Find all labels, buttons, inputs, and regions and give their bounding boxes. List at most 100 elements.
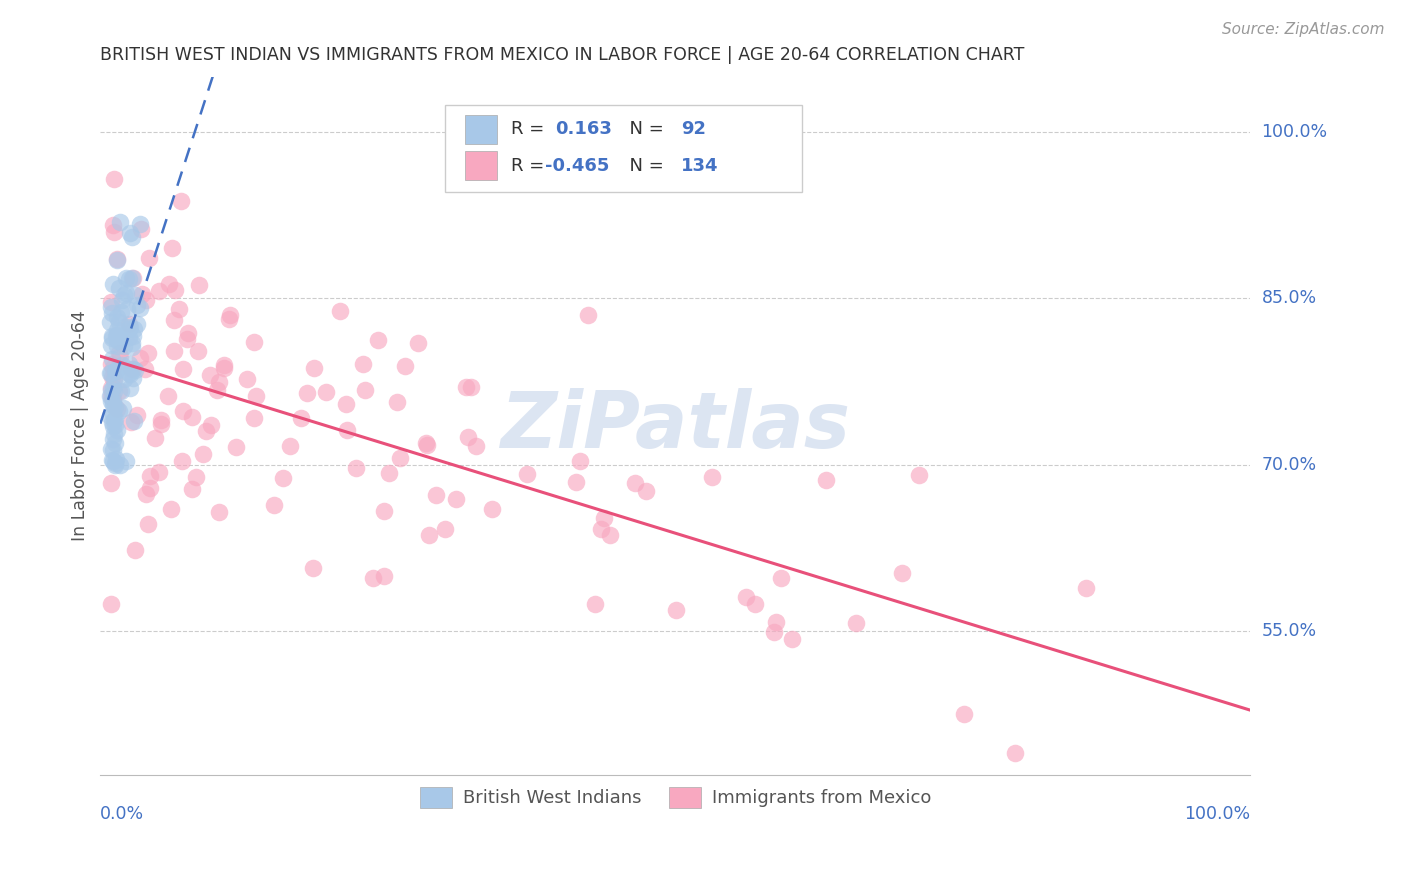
Point xyxy=(101,415,124,429)
Point xyxy=(118,357,141,371)
Point xyxy=(845,615,868,630)
Point xyxy=(160,240,183,254)
Point xyxy=(129,217,152,231)
Point xyxy=(118,381,141,395)
Point xyxy=(122,321,145,335)
Point xyxy=(176,326,198,340)
Point xyxy=(100,357,122,371)
Text: N =: N = xyxy=(617,156,669,175)
Point xyxy=(120,320,142,334)
Point xyxy=(120,362,142,376)
Point xyxy=(245,389,267,403)
Point xyxy=(100,337,122,351)
Point xyxy=(139,469,162,483)
Point xyxy=(516,467,538,481)
Point xyxy=(124,542,146,557)
Point xyxy=(114,454,136,468)
Point xyxy=(103,373,125,387)
Point xyxy=(118,366,141,380)
FancyBboxPatch shape xyxy=(465,151,498,180)
Point xyxy=(105,252,128,267)
Point xyxy=(208,505,231,519)
Point xyxy=(125,409,148,423)
Point xyxy=(135,487,157,501)
Point xyxy=(105,423,128,437)
Point xyxy=(105,452,128,467)
Point xyxy=(103,454,125,468)
Point xyxy=(118,226,141,240)
Point xyxy=(103,427,125,442)
Point xyxy=(135,293,157,307)
Point xyxy=(103,225,125,239)
Text: Source: ZipAtlas.com: Source: ZipAtlas.com xyxy=(1222,22,1385,37)
Point xyxy=(112,401,135,416)
Point xyxy=(108,458,131,472)
Point xyxy=(103,443,125,458)
Point xyxy=(481,501,503,516)
Point xyxy=(101,352,124,367)
Text: 100.0%: 100.0% xyxy=(1261,123,1327,141)
Point xyxy=(108,384,131,398)
Text: 100.0%: 100.0% xyxy=(1184,805,1250,823)
Point xyxy=(100,389,122,403)
Point xyxy=(104,417,127,432)
Point xyxy=(271,470,294,484)
Point xyxy=(172,404,194,418)
Point xyxy=(103,419,125,434)
Point xyxy=(129,351,152,366)
Point xyxy=(107,281,129,295)
Point xyxy=(103,413,125,427)
Point xyxy=(589,522,612,536)
Text: R =: R = xyxy=(510,120,550,138)
Point xyxy=(454,379,477,393)
Point xyxy=(112,339,135,353)
Point xyxy=(444,491,467,506)
Point xyxy=(702,470,724,484)
Text: ZiPatlas: ZiPatlas xyxy=(501,388,851,464)
Point xyxy=(762,625,785,640)
Point xyxy=(101,306,124,320)
Point xyxy=(434,522,457,536)
Point xyxy=(120,415,142,429)
Point xyxy=(110,349,132,363)
Text: BRITISH WEST INDIAN VS IMMIGRANTS FROM MEXICO IN LABOR FORCE | AGE 20-64 CORRELA: BRITISH WEST INDIAN VS IMMIGRANTS FROM M… xyxy=(100,46,1025,64)
Point xyxy=(114,285,136,300)
Point xyxy=(157,389,180,403)
Point xyxy=(105,252,128,267)
Point xyxy=(105,402,128,417)
Point xyxy=(194,424,217,438)
Point xyxy=(118,330,141,344)
Point xyxy=(415,438,437,452)
Point xyxy=(100,370,122,384)
Point xyxy=(565,475,588,489)
FancyBboxPatch shape xyxy=(446,104,801,192)
Point xyxy=(212,361,235,376)
Point xyxy=(129,301,152,315)
Point xyxy=(297,385,319,400)
Point xyxy=(302,360,325,375)
Point xyxy=(207,383,229,397)
Point xyxy=(769,571,792,585)
Point xyxy=(100,381,122,395)
Point xyxy=(104,364,127,378)
Point xyxy=(744,597,766,611)
Point xyxy=(112,371,135,385)
Point xyxy=(457,430,479,444)
Point xyxy=(782,632,804,647)
Point xyxy=(98,367,121,381)
Point xyxy=(815,473,838,487)
Point xyxy=(101,398,124,412)
Point xyxy=(278,438,301,452)
Point xyxy=(361,571,384,585)
Text: 70.0%: 70.0% xyxy=(1261,456,1317,474)
Point xyxy=(464,439,486,453)
Point xyxy=(378,466,401,480)
Point xyxy=(315,384,337,399)
Point xyxy=(198,368,221,383)
Point xyxy=(98,315,121,329)
Point xyxy=(218,311,240,326)
Point xyxy=(110,293,132,307)
Point xyxy=(104,458,127,472)
Point xyxy=(136,345,159,359)
Point xyxy=(373,568,395,582)
